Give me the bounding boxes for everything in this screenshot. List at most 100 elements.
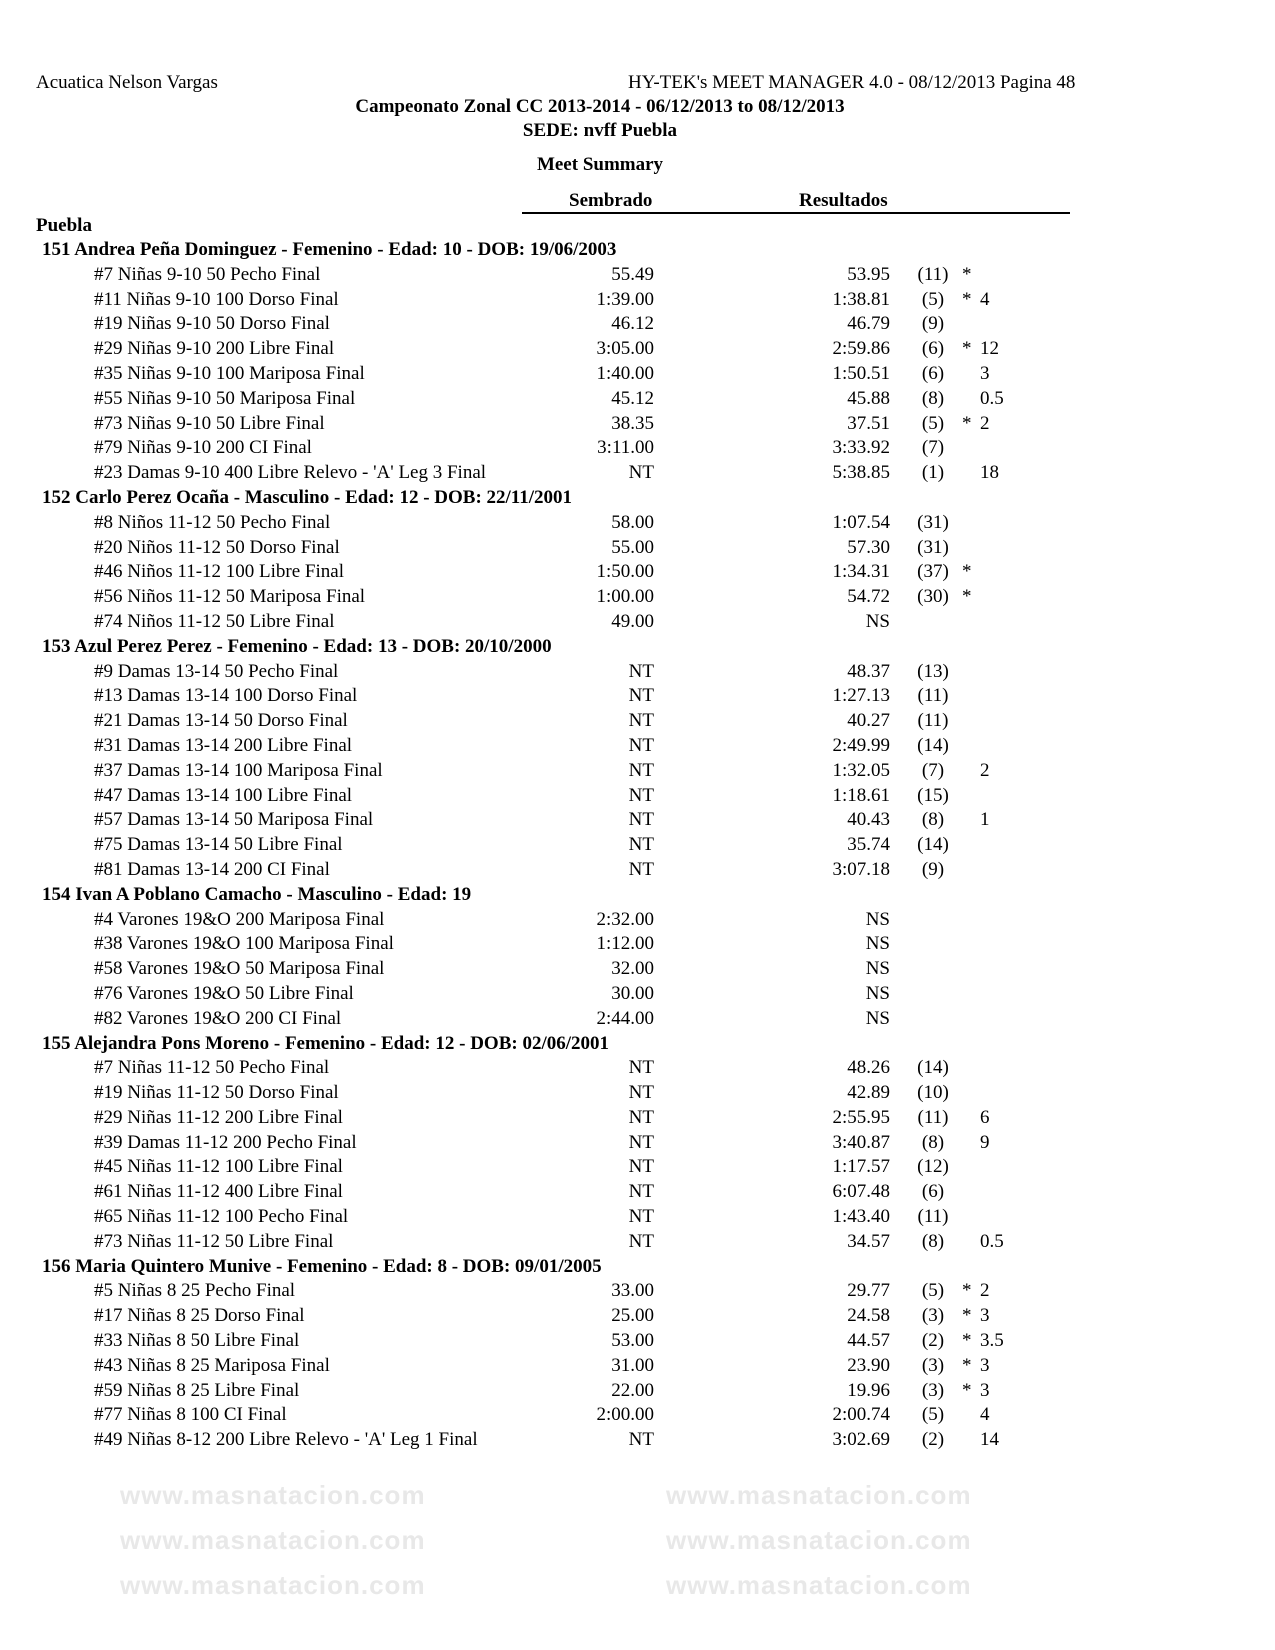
result-time: 1:27.13: [832, 685, 890, 707]
event-name: #29 Niñas 11-12 200 Libre Final: [94, 1106, 343, 1128]
event-name: #31 Damas 13-14 200 Libre Final: [94, 734, 353, 756]
result-time: 1:17.57: [832, 1156, 890, 1178]
points: 2: [980, 412, 990, 434]
event-row: #13 Damas 13-14 100 Dorso Final NT 1:27.13…: [0, 684, 1275, 709]
seed-time: 1:50.00: [596, 561, 654, 583]
event-name: #17 Niñas 8 25 Dorso Final: [94, 1305, 305, 1327]
event-name: #77 Niñas 8 100 CI Final: [94, 1404, 287, 1426]
result-time: 54.72: [847, 586, 890, 608]
points: 6: [980, 1106, 990, 1128]
event-name: #56 Niños 11-12 50 Mariposa Final: [94, 586, 366, 608]
result-time: 48.37: [847, 660, 890, 682]
event-row: #59 Niñas 8 25 Libre Final 22.00 19.96 (3) *…: [0, 1379, 1275, 1404]
event-row: #38 Varones 19&O 100 Mariposa Final 1:12.…: [0, 932, 1275, 957]
result-time: 24.58: [847, 1305, 890, 1327]
place: (3): [921, 1354, 945, 1376]
event-row: #73 Niñas 9-10 50 Libre Final 38.35 37.51 (…: [0, 412, 1275, 437]
seed-time: 2:00.00: [596, 1404, 654, 1426]
place: (13): [917, 660, 949, 682]
event-row: #23 Damas 9-10 400 Libre Relevo - 'A' Le…: [0, 461, 1275, 486]
seed-time: NT: [628, 1230, 654, 1252]
seed-time: 3:05.00: [596, 338, 654, 360]
event-row: #56 Niños 11-12 50 Mariposa Final 1:00.00…: [0, 585, 1275, 610]
seed-time: NT: [628, 759, 654, 781]
event-name: #75 Damas 13-14 50 Libre Final: [94, 834, 343, 856]
event-name: #57 Damas 13-14 50 Mariposa Final: [94, 809, 374, 831]
best-time-marker: *: [962, 1379, 972, 1401]
points: 0.5: [980, 1230, 1004, 1252]
event-row: #55 Niñas 9-10 50 Mariposa Final 45.12 45.…: [0, 387, 1275, 412]
place: (9): [921, 313, 945, 335]
seed-time: 1:00.00: [596, 586, 654, 608]
result-time: 42.89: [847, 1082, 890, 1104]
event-row: #31 Damas 13-14 200 Libre Final NT 2:49.99…: [0, 734, 1275, 759]
result-time: 1:43.40: [832, 1206, 890, 1228]
seed-time: 31.00: [611, 1354, 654, 1376]
organization-name: Acuatica Nelson Vargas: [36, 72, 218, 93]
result-time: 2:00.74: [832, 1404, 890, 1426]
event-name: #65 Niñas 11-12 100 Pecho Final: [94, 1206, 349, 1228]
event-name: #29 Niñas 9-10 200 Libre Final: [94, 338, 335, 360]
event-name: #61 Niñas 11-12 400 Libre Final: [94, 1181, 343, 1203]
place: (5): [921, 288, 945, 310]
result-time: NS: [865, 610, 890, 632]
result-time: 35.74: [847, 834, 890, 856]
event-name: #37 Damas 13-14 100 Mariposa Final: [94, 759, 383, 781]
event-name: #20 Niños 11-12 50 Dorso Final: [94, 536, 340, 558]
event-row: #81 Damas 13-14 200 CI Final NT 3:07.18 (9): [0, 858, 1275, 883]
event-row: #82 Varones 19&O 200 CI Final 2:44.00 NS: [0, 1007, 1275, 1032]
seed-time: NT: [628, 1156, 654, 1178]
seed-time: NT: [628, 809, 654, 831]
result-time: 1:50.51: [832, 362, 890, 384]
result-time: 3:33.92: [832, 437, 890, 459]
points: 3: [980, 1354, 990, 1376]
athlete-info: 156 Maria Quintero Munive - Femenino - E…: [42, 1255, 602, 1277]
result-time: 29.77: [847, 1280, 890, 1302]
event-row: #19 Niñas 11-12 50 Dorso Final NT 42.89 (10…: [0, 1081, 1275, 1106]
team-name: Puebla: [36, 215, 92, 236]
result-time: 37.51: [847, 412, 890, 434]
event-row: #20 Niños 11-12 50 Dorso Final 55.00 57.30…: [0, 536, 1275, 561]
best-time-marker: *: [962, 1305, 972, 1327]
column-header-results: Resultados: [799, 190, 888, 211]
seed-time: NT: [628, 858, 654, 880]
place: (12): [917, 1156, 949, 1178]
seed-time: NT: [628, 834, 654, 856]
event-row: #35 Niñas 9-10 100 Mariposa Final 1:40.00…: [0, 362, 1275, 387]
place: (6): [921, 1181, 945, 1203]
seed-time: NT: [628, 660, 654, 682]
best-time-marker: *: [962, 561, 972, 583]
points: 4: [980, 1404, 990, 1426]
seed-time: 30.00: [611, 982, 654, 1004]
event-name: #39 Damas 11-12 200 Pecho Final: [94, 1131, 357, 1153]
result-time: 3:40.87: [832, 1131, 890, 1153]
event-name: #7 Niñas 11-12 50 Pecho Final: [94, 1057, 330, 1079]
event-row: #19 Niñas 9-10 50 Dorso Final 46.12 46.79 (…: [0, 312, 1275, 337]
event-row: #33 Niñas 8 50 Libre Final 53.00 44.57 (2) *…: [0, 1329, 1275, 1354]
event-row: #8 Niños 11-12 50 Pecho Final 58.00 1:07.5…: [0, 511, 1275, 536]
watermark: www.masnatacion.com: [666, 1480, 972, 1510]
seed-time: NT: [628, 1106, 654, 1128]
event-name: #38 Varones 19&O 100 Mariposa Final: [94, 933, 394, 955]
place: (11): [917, 1206, 949, 1228]
result-time: 1:32.05: [832, 759, 890, 781]
event-name: #5 Niñas 8 25 Pecho Final: [94, 1280, 296, 1302]
watermark: www.masnatacion.com: [666, 1570, 972, 1600]
event-row: #75 Damas 13-14 50 Libre Final NT 35.74 (14…: [0, 833, 1275, 858]
result-time: NS: [865, 958, 890, 980]
best-time-marker: *: [962, 1280, 972, 1302]
result-time: 46.79: [847, 313, 890, 335]
points: 3: [980, 1379, 990, 1401]
place: (5): [921, 412, 945, 434]
watermark: www.masnatacion.com: [666, 1525, 972, 1555]
place: (14): [917, 734, 949, 756]
seed-time: NT: [628, 1206, 654, 1228]
seed-time: 1:40.00: [596, 362, 654, 384]
event-name: #33 Niñas 8 50 Libre Final: [94, 1330, 300, 1352]
seed-time: 33.00: [611, 1280, 654, 1302]
event-name: #11 Niñas 9-10 100 Dorso Final: [94, 288, 339, 310]
event-name: #74 Niños 11-12 50 Libre Final: [94, 610, 335, 632]
report-title: Meet Summary: [536, 154, 664, 175]
place: (31): [917, 536, 949, 558]
event-name: #73 Niñas 11-12 50 Libre Final: [94, 1230, 334, 1252]
